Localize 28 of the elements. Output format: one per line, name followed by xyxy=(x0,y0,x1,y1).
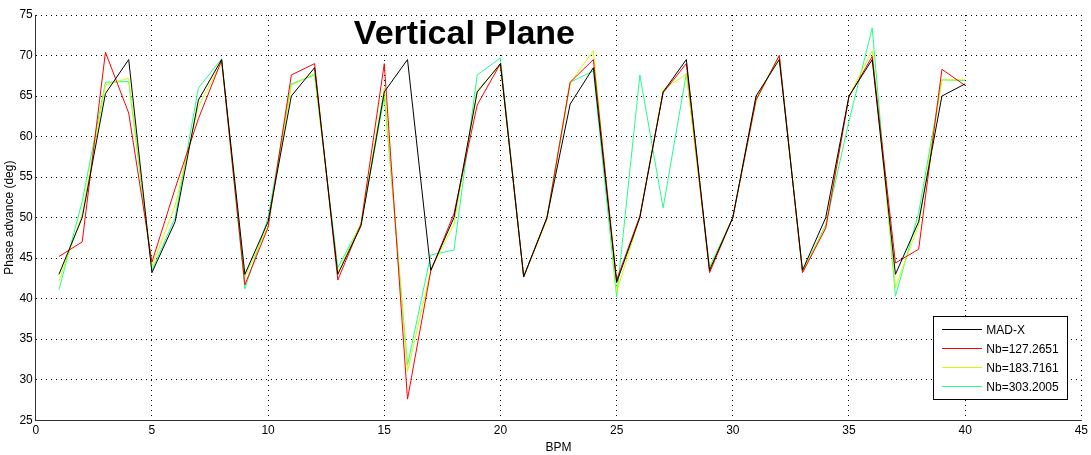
x-tick-label: 35 xyxy=(842,422,856,437)
x-tick-label: 10 xyxy=(261,422,276,437)
x-tick-label: 15 xyxy=(377,422,392,437)
y-tick-label: 55 xyxy=(19,169,34,184)
y-tick-label: 30 xyxy=(19,371,34,386)
y-tick-label: 70 xyxy=(19,47,34,62)
y-tick-label: 45 xyxy=(19,250,34,265)
y-tick-label: 35 xyxy=(19,331,34,346)
x-tick-label: 20 xyxy=(493,422,508,437)
y-tick-label: 40 xyxy=(19,290,34,305)
y-tick-label: 65 xyxy=(19,88,34,103)
y-axis-title: Phase advance (deg) xyxy=(1,160,16,275)
y-tick-label: 75 xyxy=(19,7,34,22)
legend-label: MAD-X xyxy=(986,322,1025,337)
x-tick-label: 30 xyxy=(726,422,740,437)
x-tick-label: 5 xyxy=(148,422,156,437)
y-tick-label: 50 xyxy=(19,209,34,224)
y-tick-label: 60 xyxy=(19,128,34,143)
x-tick-label: 45 xyxy=(1074,422,1089,437)
legend-label: Nb=127.2651 xyxy=(986,341,1059,356)
x-tick-label: 0 xyxy=(32,422,40,437)
legend-label: Nb=303.2005 xyxy=(986,379,1059,394)
x-axis-title: BPM xyxy=(545,440,572,455)
chart-title: Vertical Plane xyxy=(353,13,576,52)
x-tick-label: 40 xyxy=(958,422,973,437)
y-tick-label: 25 xyxy=(19,412,34,427)
x-tick-label: 25 xyxy=(609,422,624,437)
legend-label: Nb=183.7161 xyxy=(986,360,1059,375)
